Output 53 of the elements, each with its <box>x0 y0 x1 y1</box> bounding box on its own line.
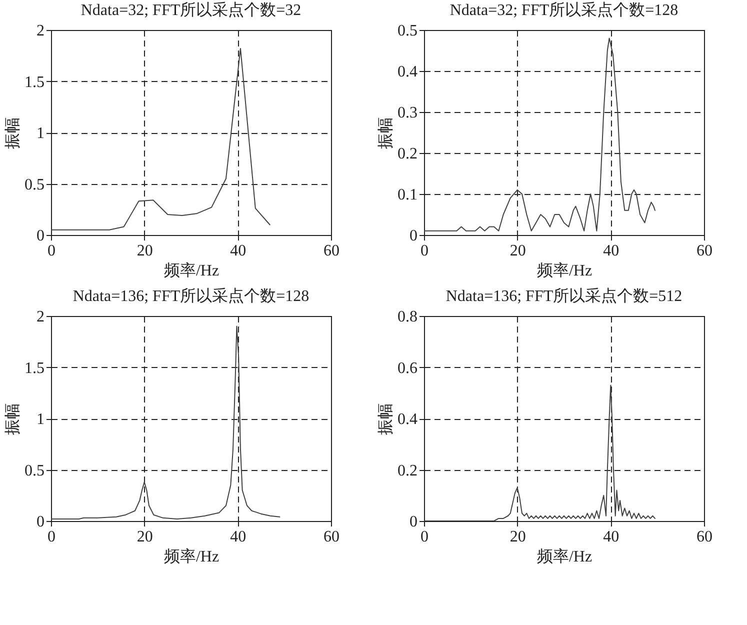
x-tick-label: 40 <box>603 528 620 546</box>
x-tick-label: 0 <box>48 528 56 546</box>
line-series <box>424 38 656 232</box>
y-tick-label: 0.8 <box>398 308 418 326</box>
y-tick-label: 0.1 <box>398 186 418 204</box>
y-tick-label: 2 <box>36 22 44 40</box>
y-tick-label: 0.4 <box>398 64 418 80</box>
line-series <box>424 384 656 521</box>
x-tick-label: 60 <box>696 528 712 546</box>
y-tick-label: 1 <box>36 411 44 428</box>
y-tick-label: 0.6 <box>398 360 418 377</box>
chart-title: Ndata=136; FFT所以采点个数=512 <box>446 287 682 305</box>
y-tick-label: 0 <box>410 514 418 530</box>
y-tick-label: 0.4 <box>398 411 418 428</box>
chart-title: Ndata=32; FFT所以采点个数=128 <box>450 1 678 19</box>
y-tick-label: 0.2 <box>398 462 418 480</box>
x-axis-title: 频率/Hz <box>164 262 220 280</box>
y-tick-label: 0 <box>36 514 44 530</box>
x-tick-label: 60 <box>324 528 340 546</box>
x-tick-label: 60 <box>696 242 712 260</box>
x-axis-title: 频率/Hz <box>536 548 592 566</box>
y-tick-label: 1.5 <box>24 74 44 91</box>
x-tick-label: 40 <box>603 242 620 260</box>
y-tick-label: 0 <box>410 228 418 244</box>
x-tick-label: 60 <box>324 242 340 260</box>
x-tick-label: 0 <box>420 242 428 260</box>
y-tick-label: 0.5 <box>24 462 44 480</box>
x-tick-label: 20 <box>510 242 526 260</box>
y-tick-label: 2 <box>36 308 44 326</box>
chart-title: Ndata=32; FFT所以采点个数=32 <box>80 1 302 19</box>
y-tick-label: 1 <box>36 125 44 142</box>
x-axis-title: 频率/Hz <box>164 548 220 566</box>
x-axis-title: 频率/Hz <box>536 262 592 280</box>
line-series <box>51 326 280 520</box>
y-axis-title: 振幅 <box>4 403 22 435</box>
x-tick-label: 0 <box>420 528 428 546</box>
x-tick-label: 0 <box>48 242 56 260</box>
y-tick-label: 0.5 <box>24 176 44 194</box>
x-tick-label: 40 <box>230 242 246 260</box>
x-tick-label: 40 <box>230 528 246 546</box>
line-series <box>51 48 270 230</box>
y-axis-title: 振幅 <box>378 117 394 149</box>
chart-title: Ndata=136; FFT所以采点个数=128 <box>72 287 310 305</box>
y-tick-label: 0.5 <box>398 22 418 40</box>
y-tick-label: 0.3 <box>398 104 418 122</box>
y-axis-title: 振幅 <box>4 117 22 149</box>
y-axis-title: 振幅 <box>378 403 394 435</box>
x-tick-label: 20 <box>136 242 153 260</box>
y-tick-label: 0.2 <box>398 146 418 162</box>
x-tick-label: 20 <box>136 528 153 546</box>
y-tick-label: 0 <box>36 228 44 244</box>
y-tick-label: 1.5 <box>24 360 44 377</box>
x-tick-label: 20 <box>510 528 526 546</box>
